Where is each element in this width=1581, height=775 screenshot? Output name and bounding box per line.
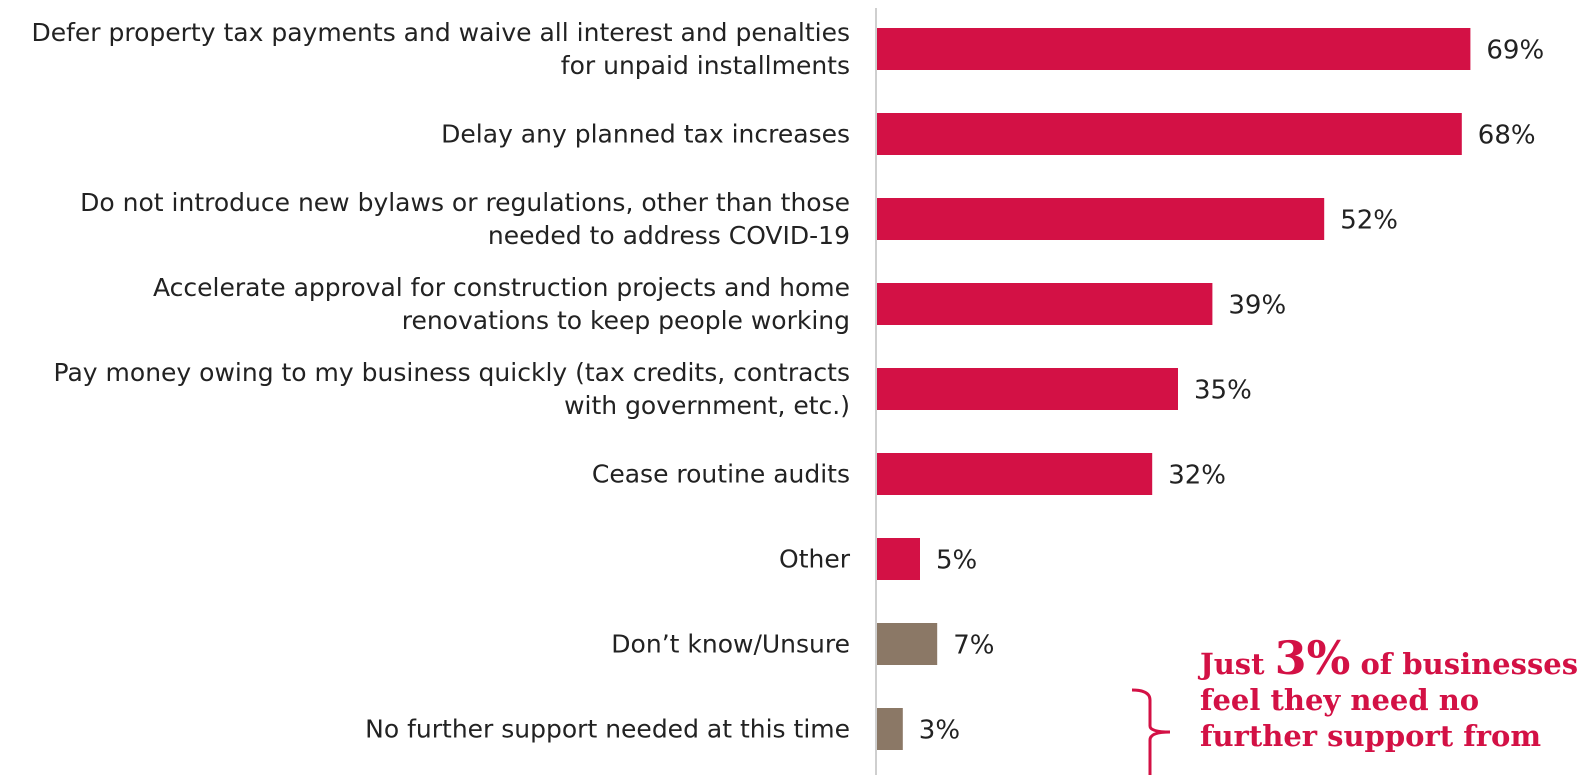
annotation-highlight: 3% (1274, 631, 1351, 685)
category-label: Defer property tax payments and waive al… (31, 18, 850, 80)
bar (877, 113, 1462, 155)
bar (877, 198, 1325, 240)
category-label: Other (779, 544, 850, 574)
value-label: 68% (1478, 121, 1536, 151)
bar (877, 623, 938, 665)
bar (877, 368, 1178, 410)
brace (1131, 688, 1171, 775)
bar (877, 283, 1213, 325)
category-label: Pay money owing to my business quickly (… (53, 358, 850, 420)
category-label: Cease routine audits (591, 459, 850, 489)
value-label: 52% (1340, 206, 1398, 236)
category-label: Do not introduce new bylaws or regulatio… (80, 188, 850, 250)
annotation-line: further support from (1200, 719, 1542, 753)
value-label: 3% (919, 716, 960, 746)
category-label: Accelerate approval for construction pro… (152, 273, 850, 335)
bar (877, 708, 903, 750)
value-label: 5% (936, 546, 977, 576)
value-label: 69% (1486, 36, 1544, 66)
category-label: Don’t know/Unsure (611, 629, 850, 659)
annotation-text: Just (1200, 647, 1265, 681)
bar (877, 453, 1153, 495)
category-label: No further support needed at this time (365, 714, 850, 744)
value-label: 39% (1228, 291, 1286, 321)
annotation: Just 3% of businesses feel they need no … (1200, 635, 1579, 754)
annotation-line: Just 3% of businesses (1200, 635, 1579, 682)
annotation-line: feel they need no (1200, 683, 1480, 717)
annotation-text: of businesses (1360, 647, 1579, 681)
value-label: 35% (1194, 376, 1252, 406)
value-label: 32% (1168, 461, 1226, 491)
bar (877, 28, 1471, 70)
value-label: 7% (953, 631, 994, 661)
bar (877, 538, 920, 580)
category-label: Delay any planned tax increases (441, 119, 850, 149)
